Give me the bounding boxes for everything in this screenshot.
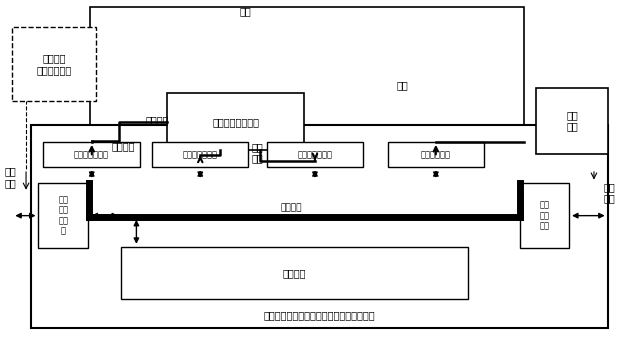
Bar bbox=[167, 93, 304, 150]
Text: 光纤: 光纤 bbox=[239, 6, 250, 17]
Bar bbox=[90, 7, 524, 157]
Text: 被测母线保护子机: 被测母线保护子机 bbox=[212, 117, 259, 127]
Bar bbox=[152, 142, 248, 167]
Bar bbox=[12, 27, 96, 101]
Text: 开关量输入模块: 开关量输入模块 bbox=[297, 150, 332, 159]
Bar bbox=[43, 142, 140, 167]
Text: 蓝牙
通信
模块: 蓝牙 通信 模块 bbox=[539, 200, 549, 231]
Text: 专用电缆: 专用电缆 bbox=[146, 115, 169, 125]
Bar bbox=[536, 88, 608, 154]
Text: 便携式的就地化母线保护子机测试装置本机: 便携式的就地化母线保护子机测试装置本机 bbox=[264, 310, 375, 320]
Text: 光纤: 光纤 bbox=[397, 80, 409, 90]
Text: 主控芯片: 主控芯片 bbox=[283, 268, 306, 278]
Text: 以太
网通
信模
块: 以太 网通 信模 块 bbox=[58, 195, 68, 236]
Bar bbox=[388, 142, 484, 167]
Bar bbox=[121, 247, 468, 299]
Text: 调试中心
保护调试平台: 调试中心 保护调试平台 bbox=[37, 53, 72, 75]
Bar bbox=[38, 183, 88, 248]
Text: 专用
电缆: 专用 电缆 bbox=[252, 142, 263, 164]
Text: 光纤环网模块: 光纤环网模块 bbox=[420, 150, 451, 159]
Text: 无线
通信: 无线 通信 bbox=[5, 167, 16, 188]
Text: 蓝牙
通信: 蓝牙 通信 bbox=[604, 182, 615, 203]
Bar bbox=[267, 142, 363, 167]
Bar bbox=[31, 125, 608, 328]
Text: 开关量输出模块: 开关量输出模块 bbox=[182, 150, 218, 159]
Text: 模拟量输出模块: 模拟量输出模块 bbox=[74, 150, 109, 159]
Text: 专用电缆: 专用电缆 bbox=[112, 141, 135, 151]
Text: 数据总线: 数据总线 bbox=[281, 203, 302, 212]
Text: 手持
终端: 手持 终端 bbox=[566, 110, 578, 131]
Bar bbox=[520, 183, 569, 248]
